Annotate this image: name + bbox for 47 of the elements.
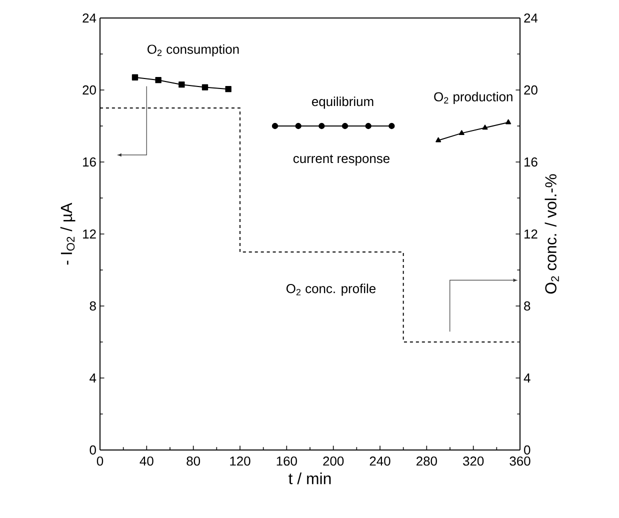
x-tick-label: 40	[140, 456, 154, 466]
y2-axis-title: O$_{2}$ conc. / vol.-%	[544, 174, 559, 294]
annotation: O$_{2}$ conc. profile	[286, 284, 376, 296]
x-tick-label: 80	[186, 456, 200, 466]
annotation: O$_{2}$ production	[434, 92, 512, 104]
x-tick-label: 240	[370, 456, 390, 466]
y2-tick-label: 24	[524, 13, 538, 23]
y2-tick-label: 20	[524, 85, 538, 95]
point	[202, 84, 208, 90]
x-tick-label: 0	[96, 456, 104, 466]
x-tick-label: 200	[323, 456, 344, 466]
y-tick-label: 8	[90, 301, 96, 311]
point	[458, 130, 464, 135]
x-tick-label: 280	[416, 456, 437, 466]
point	[342, 122, 348, 130]
point	[155, 77, 162, 84]
y-axis-title: - I$_{O2}$ / µA	[60, 202, 76, 265]
annotation: O$_{2}$ consumption	[148, 44, 239, 56]
point	[295, 122, 302, 130]
point	[506, 119, 512, 124]
y2-tick-label: 8	[524, 301, 530, 311]
y-tick-label: 4	[90, 374, 96, 382]
annotation: equilibrium	[312, 96, 374, 109]
y2-tick-label: 0	[524, 445, 530, 455]
y2-tick-label: 16	[524, 157, 538, 167]
point	[365, 122, 372, 130]
y2-tick-label: 4	[524, 374, 530, 382]
point	[388, 122, 395, 130]
y-tick-label: 20	[82, 85, 96, 95]
x-tick-label: 360	[510, 456, 530, 466]
point	[178, 82, 185, 88]
y-tick-label: 0	[90, 445, 96, 455]
y-tick-label: 12	[83, 229, 96, 239]
x-tick-label: 120	[230, 456, 250, 466]
y-tick-label: 24	[82, 13, 96, 23]
point	[132, 74, 138, 80]
point	[482, 124, 488, 130]
point	[436, 137, 442, 142]
point	[272, 122, 278, 130]
x-tick-label: 160	[276, 456, 297, 466]
x-tick-label: 320	[463, 456, 484, 466]
point	[318, 122, 325, 130]
y-tick-label: 16	[83, 157, 96, 167]
point	[225, 86, 232, 92]
annotation: current response	[293, 154, 390, 166]
x-axis-title: t / min	[288, 472, 331, 484]
y2-tick-label: 12	[524, 229, 538, 239]
